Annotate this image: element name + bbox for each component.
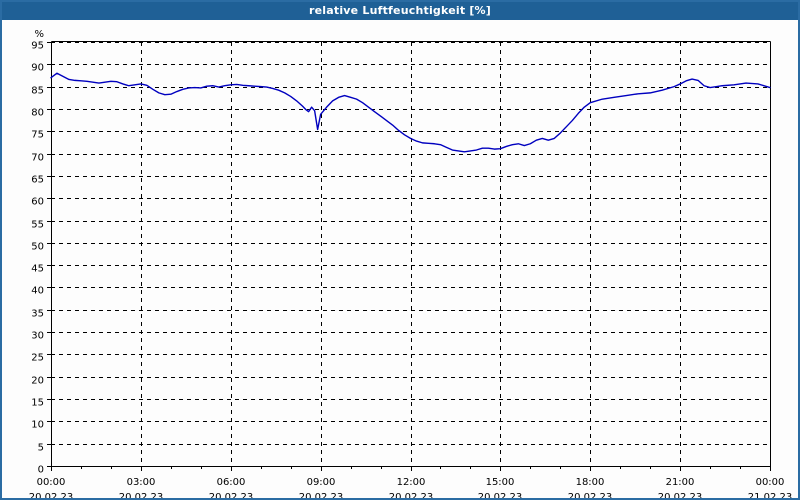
y-tick-label: 70 bbox=[31, 153, 44, 164]
x-tick-time-label: 03:00 bbox=[127, 477, 156, 488]
grid-vertical bbox=[141, 42, 681, 466]
axis-lines bbox=[51, 41, 771, 467]
y-tick-label: 10 bbox=[31, 420, 44, 431]
y-tick-label: 85 bbox=[31, 86, 44, 97]
y-tick-label: 5 bbox=[38, 443, 44, 454]
y-axis-labels: 0 5 10 15 20 25 30 35 40 45 50 55 60 65 70 75 80 85 90 95% bbox=[31, 29, 44, 476]
y-tick-label: 80 bbox=[31, 108, 44, 119]
y-axis-unit-label: % bbox=[34, 29, 44, 40]
x-tick-date-label: 20.02.23 bbox=[119, 492, 164, 498]
y-tick-label: 90 bbox=[31, 63, 44, 74]
y-tick-label: 65 bbox=[31, 175, 44, 186]
window-title: relative Luftfeuchtigkeit [%] bbox=[2, 2, 798, 20]
y-tick-label: 0 bbox=[38, 465, 44, 476]
humidity-line-chart: 05101520253035404550556065707580859095% … bbox=[29, 29, 793, 498]
x-tick-time-label: 18:00 bbox=[576, 477, 605, 488]
y-tick-label: 45 bbox=[31, 264, 44, 275]
humidity-series-line bbox=[50, 72, 771, 153]
y-tick-label: 60 bbox=[31, 197, 44, 208]
y-tick-label: 25 bbox=[31, 353, 44, 364]
y-tick-label: 50 bbox=[31, 242, 44, 253]
y-tick-label: 35 bbox=[31, 309, 44, 320]
x-axis-labels: 00:00 20.02.23 03:00 20.02.23 06:00 20.02.23 0… bbox=[29, 477, 793, 498]
x-tick-date-label: 20.02.23 bbox=[568, 492, 613, 498]
y-tick-label: 30 bbox=[31, 331, 44, 342]
axis-ticks bbox=[47, 42, 771, 471]
grid-horizontal bbox=[51, 42, 770, 445]
x-tick-date-label: 20.02.23 bbox=[478, 492, 523, 498]
x-tick-time-label: 06:00 bbox=[217, 477, 246, 488]
x-tick-time-label: 15:00 bbox=[486, 477, 515, 488]
x-tick-date-label: 20.02.23 bbox=[29, 492, 74, 498]
x-tick-time-label: 09:00 bbox=[307, 477, 336, 488]
x-tick-date-label: 21.02.23 bbox=[748, 492, 793, 498]
x-tick-date-label: 20.02.23 bbox=[658, 492, 703, 498]
y-tick-label: 15 bbox=[31, 398, 44, 409]
y-tick-label: 75 bbox=[31, 130, 44, 141]
y-tick-label: 95 bbox=[31, 41, 44, 52]
x-tick-time-label: 00:00 bbox=[756, 477, 785, 488]
x-tick-date-label: 20.02.23 bbox=[299, 492, 344, 498]
axis-frame bbox=[51, 41, 771, 467]
y-tick-label: 40 bbox=[31, 286, 44, 297]
x-tick-time-label: 21:00 bbox=[666, 477, 695, 488]
x-tick-date-label: 20.02.23 bbox=[389, 492, 434, 498]
series-group bbox=[50, 72, 771, 153]
y-tick-label: 55 bbox=[31, 220, 44, 231]
x-tick-date-label: 20.02.23 bbox=[209, 492, 254, 498]
y-tick-label: 20 bbox=[31, 376, 44, 387]
x-tick-time-label: 00:00 bbox=[37, 477, 66, 488]
x-tick-time-label: 12:00 bbox=[397, 477, 426, 488]
chart-area: 0 5 10 15 20 25 30 35 40 45 50 55 60 65 70 75 80 85 90 95% … bbox=[2, 20, 798, 498]
